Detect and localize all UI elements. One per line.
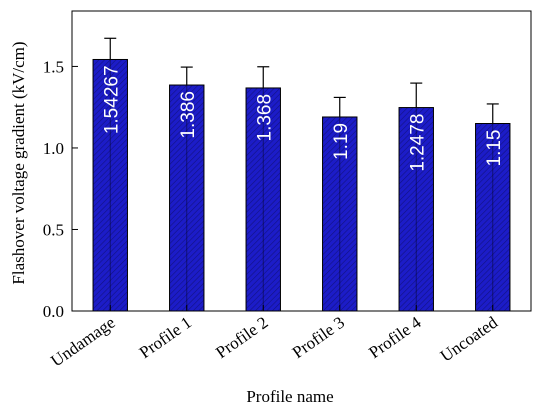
x-tick-label: Undamage [47,313,118,371]
value-label: 1.19 [331,123,352,160]
plot-frame [71,10,532,312]
bar-hatch [322,116,357,311]
value-label: 1.386 [178,91,199,139]
x-tick-label: Uncoated [437,312,502,365]
value-label: 1.368 [254,94,275,142]
bar-hatch [475,123,510,311]
y-tick-label: 1.0 [43,139,64,158]
value-label: 1.2478 [407,114,428,172]
x-axis-label: Profile name [246,387,333,406]
value-label: 1.54267 [101,65,122,134]
y-tick-label: 0.5 [43,220,64,239]
value-label: 1.15 [484,130,505,167]
bar-hatch [169,85,204,312]
y-tick-label: 0.0 [43,302,64,321]
x-tick-label: Profile 3 [289,313,348,362]
y-tick-label: 1.5 [43,57,64,76]
bar-hatch [93,59,128,311]
bar-hatch [246,87,281,312]
x-tick-label: Profile 1 [136,313,195,362]
x-tick-label: Profile 4 [365,312,425,362]
bar-hatch [399,107,434,311]
x-tick-label: Profile 2 [212,313,271,362]
y-axis-label: Flashover voltage gradient (kV/cm) [9,41,28,284]
